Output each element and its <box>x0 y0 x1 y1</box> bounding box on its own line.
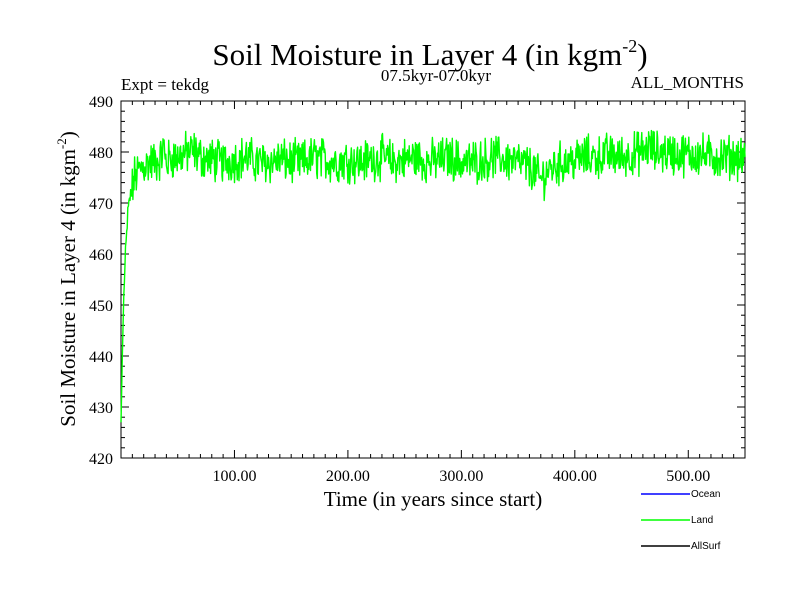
y-tick-label: 470 <box>89 196 113 213</box>
series-land <box>120 129 746 423</box>
axis-ticks: 420 430 440 450 460 470 480 490 100.00 200.00 300.… <box>89 94 745 485</box>
y-axis-label: Soil Moisture in Layer 4 (in kgm-2) <box>54 131 80 426</box>
y-tick-label: 450 <box>89 298 113 315</box>
legend: Ocean Land AllSurf <box>641 489 721 552</box>
y-tick-label: 430 <box>89 400 113 417</box>
x-axis-label: Time (in years since start) <box>324 487 543 511</box>
x-tick-label: 200.00 <box>326 468 370 485</box>
subtitle-months: ALL_MONTHS <box>631 73 744 92</box>
x-tick-label: 300.00 <box>439 468 483 485</box>
legend-item-land: Land <box>641 515 713 526</box>
y-tick-label: 460 <box>89 247 113 264</box>
subtitle-period: 07.5kyr-07.0kyr <box>381 66 491 85</box>
x-tick-label: 400.00 <box>553 468 597 485</box>
y-tick-label: 440 <box>89 349 113 366</box>
series-line-land <box>120 129 746 423</box>
y-tick-label: 490 <box>89 94 113 111</box>
legend-item-allsurf: AllSurf <box>641 541 721 552</box>
x-tick-label: 500.00 <box>666 468 710 485</box>
legend-item-ocean: Ocean <box>641 489 720 500</box>
plot-frame <box>120 100 746 459</box>
subtitle-expt: Expt = tekdg <box>121 75 209 94</box>
legend-label-allsurf: AllSurf <box>691 541 721 552</box>
y-tick-label: 480 <box>89 145 113 162</box>
x-tick-label: 100.00 <box>212 468 256 485</box>
y-tick-label: 420 <box>89 451 113 468</box>
chart-title: Soil Moisture in Layer 4 (in kgm-2) <box>212 36 647 72</box>
series-layer <box>120 129 746 423</box>
legend-label-ocean: Ocean <box>691 489 720 500</box>
legend-label-land: Land <box>691 515 713 526</box>
